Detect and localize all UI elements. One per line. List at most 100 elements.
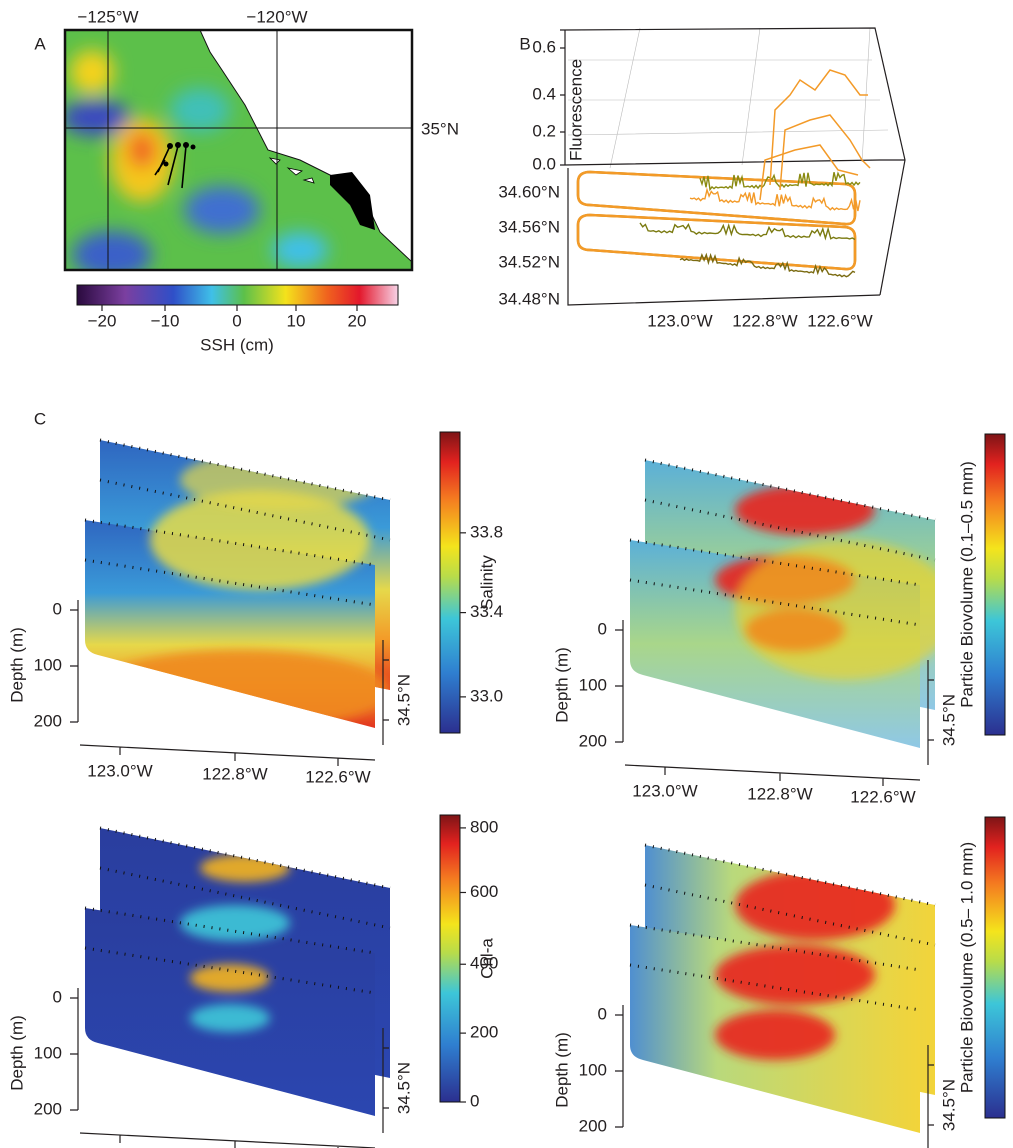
colorbar-tick-label: 33.0 [470, 686, 503, 705]
colorbar-label: Particle Biovolume (0.5– 1.0 mm) [957, 842, 976, 1093]
lat-tick-label: 34.48°N [498, 289, 560, 308]
heatmap-blob [735, 870, 895, 940]
lon-tick-label: 122.6°W [807, 311, 872, 330]
lat-tick-label: 34.52°N [498, 252, 560, 271]
lat-tick-label: 34.5°N [939, 694, 958, 746]
heatmap-blob [180, 450, 380, 510]
axes [615, 620, 934, 786]
heatmap-blob [90, 650, 390, 728]
depth-label: Depth (m) [552, 1032, 571, 1108]
z-tick-label: 0.6 [532, 37, 556, 56]
colorbar: 800 600 400 200 0 Chl-a [439, 814, 498, 1110]
axes [70, 600, 389, 766]
colorbar-label: Particle Biovolume (0.1–0.5 mm) [957, 461, 976, 708]
colorbar-tick-label: 33.4 [470, 602, 503, 621]
depth-tick-label: 100 [579, 675, 607, 694]
trace [639, 222, 856, 241]
heatmap-blob [715, 1010, 835, 1060]
depth-tick-label: 200 [34, 1099, 62, 1118]
heatmap-blob [735, 540, 935, 680]
colorbar: Particle Biovolume (0.5– 1.0 mm) [957, 816, 1006, 1119]
depth-tick-label: 200 [34, 711, 62, 730]
lon-tick-label: 123.0°W [87, 761, 152, 780]
panel-label: B [519, 34, 530, 53]
axis-label: Fluorescence [566, 59, 585, 161]
z-tick-label: 0.0 [532, 154, 556, 173]
colorbar-gradient [984, 433, 1006, 736]
heatmap-blob [180, 905, 290, 941]
depth-tick-label: 100 [34, 1043, 62, 1062]
colorbar-tick-label: 800 [470, 817, 498, 836]
axes [70, 988, 389, 1148]
axes [615, 1005, 934, 1148]
lon-label: −120°W [246, 7, 307, 26]
colorbar-tick-label: −10 [151, 311, 180, 330]
trace [689, 187, 861, 212]
depth-label: Depth (m) [7, 1015, 26, 1091]
colorbar: Particle Biovolume (0.1–0.5 mm) [957, 433, 1006, 736]
depth-tick-label: 0 [53, 987, 62, 1006]
track [576, 170, 857, 226]
colorbar-tick-label: 400 [470, 954, 498, 973]
track [576, 213, 857, 271]
depth-tick-label: 200 [579, 1116, 607, 1135]
colorbar-tick-label: 33.8 [470, 522, 503, 541]
colorbar-tick-label: −20 [88, 311, 117, 330]
lat-tick-label: 34.60°N [498, 182, 560, 201]
lat-tick-label: 34.5°N [394, 1062, 413, 1114]
heatmap-blob [150, 490, 370, 590]
colorbar: 33.8 33.4 33.0 Salinity [439, 431, 503, 734]
panel-label: A [34, 34, 46, 53]
lon-label: −125°W [77, 7, 138, 26]
colorbar-gradient [984, 816, 1006, 1119]
colorbar-gradient [439, 814, 461, 1103]
depth-label: Depth (m) [7, 627, 26, 703]
lon-tick-label: 123.0°W [632, 781, 697, 800]
lon-tick-label: 123.0°W [647, 311, 712, 330]
panel-label: C [34, 409, 46, 428]
colorbar-tick-label: 20 [348, 311, 367, 330]
colorbar-tick-label: 0 [232, 311, 241, 330]
colorbar-label: Salinity [477, 555, 496, 610]
depth-tick-label: 0 [53, 599, 62, 618]
fluorescence-3d [560, 27, 906, 306]
heatmap-features [180, 854, 290, 1032]
colorbar-tick-label: 0 [470, 1091, 479, 1110]
z-tick-label: 0.4 [532, 84, 556, 103]
colorbar-gradient [439, 431, 461, 734]
ssh-colorbar [76, 284, 399, 306]
z-tick-label: 0.2 [532, 121, 556, 140]
ssh-map [65, 30, 412, 270]
lon-tick-label: 122.8°W [202, 764, 267, 783]
lon-tick-label: 122.8°W [747, 784, 812, 803]
lon-tick-label: 122.8°W [732, 311, 797, 330]
trace [759, 69, 871, 201]
colorbar-label: SSH (cm) [200, 335, 274, 354]
heatmap-blob [735, 485, 875, 535]
heatmap-blob [200, 854, 290, 882]
lon-tick-label: 122.6°W [305, 767, 370, 786]
depth-tick-label: 100 [579, 1060, 607, 1079]
colorbar-label: Chl-a [477, 938, 496, 979]
lat-tick-label: 34.56°N [498, 217, 560, 236]
lon-tick-label: 122.6°W [850, 787, 915, 806]
depth-tick-label: 0 [598, 619, 607, 638]
section-plot: 0 100 200 Depth (m) 123.0°W 122.8°W 122.6°W 34.… [7, 438, 413, 786]
heatmap-blob [715, 945, 875, 1005]
depth-tick-label: 0 [598, 1004, 607, 1023]
depth-tick-label: 200 [579, 731, 607, 750]
lat-label: 35°N [421, 119, 459, 138]
heatmap-blob [190, 964, 270, 992]
colorbar-tick-label: 600 [470, 882, 498, 901]
depth-tick-label: 100 [34, 655, 62, 674]
lat-tick-label: 34.5°N [394, 674, 413, 726]
lat-tick-label: 34.5°N [939, 1079, 958, 1131]
trace [679, 252, 856, 278]
colorbar-tick-label: 200 [470, 1023, 498, 1042]
heatmap-blob [190, 1004, 270, 1032]
colorbar-tick-label: 10 [287, 311, 306, 330]
